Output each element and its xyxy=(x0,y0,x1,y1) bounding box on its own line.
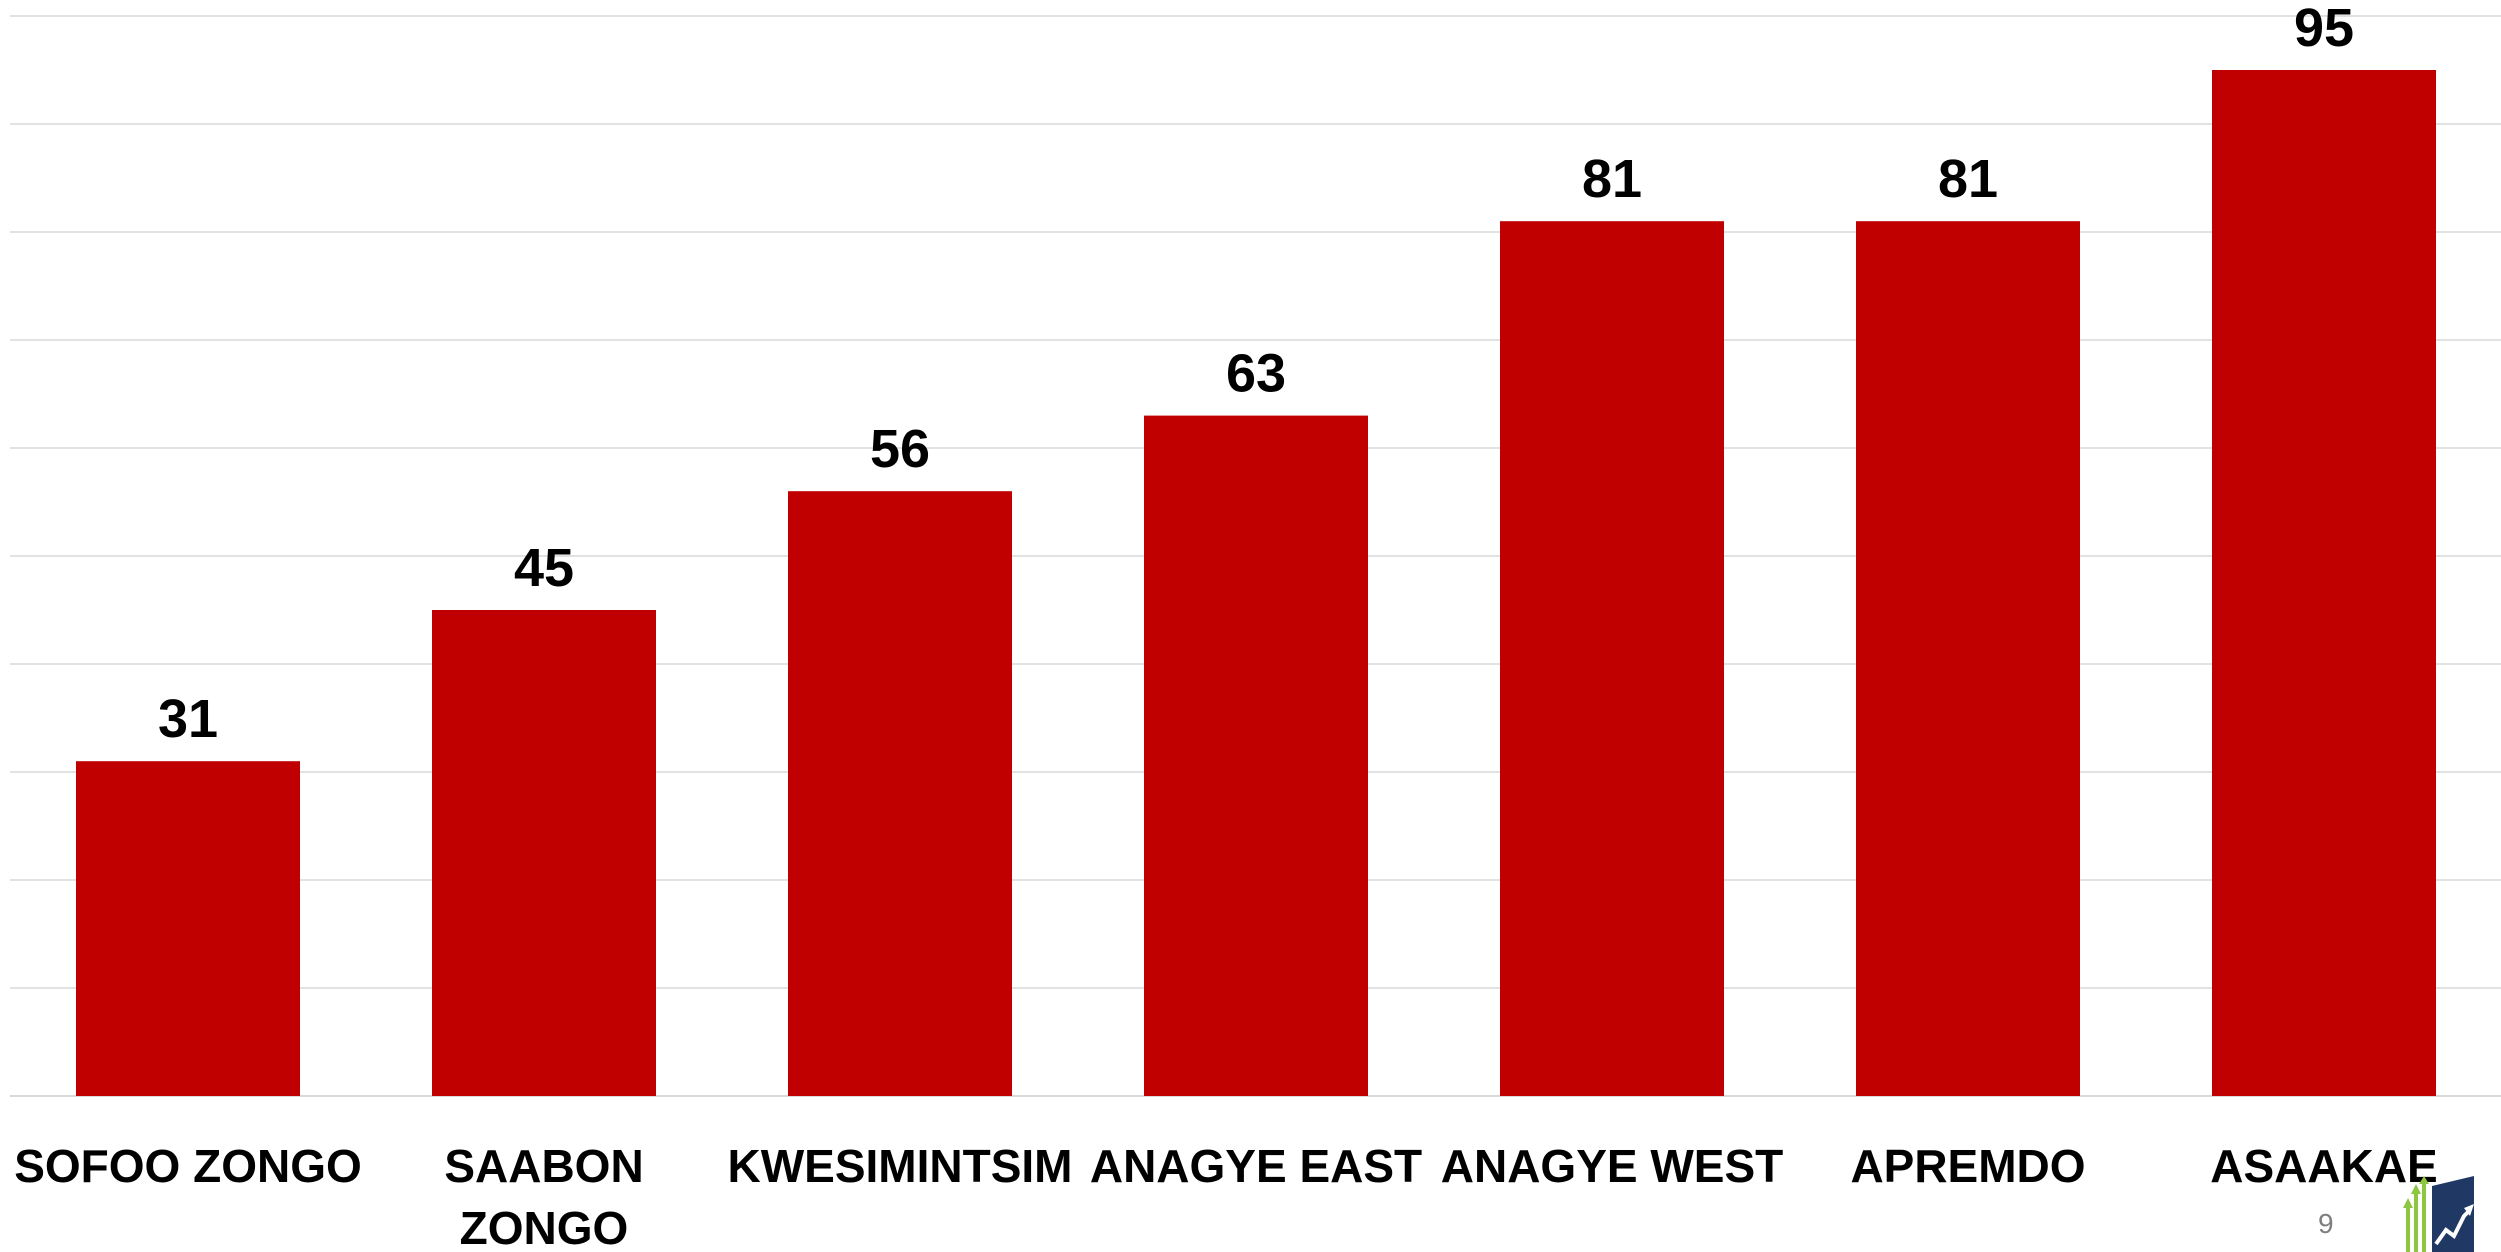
data-label: 45 xyxy=(514,538,574,598)
category-label: ASAAKAE xyxy=(2210,1140,2437,1192)
data-label: 63 xyxy=(1226,344,1286,404)
category-label: ANAGYE WEST xyxy=(1441,1140,1783,1192)
data-label: 81 xyxy=(1938,149,1998,209)
bar xyxy=(2212,70,2436,1096)
bar xyxy=(1144,415,1368,1097)
category-label: SOFOO ZONGO xyxy=(14,1140,362,1192)
page-number: 9 xyxy=(2318,1208,2334,1239)
data-label: 31 xyxy=(158,689,218,749)
bar xyxy=(788,491,1012,1096)
data-label: 81 xyxy=(1582,149,1642,209)
category-label: ANAGYE EAST xyxy=(1090,1140,1422,1192)
category-axis-labels: SOFOO ZONGO SAABON ZONGO KWESIMINTSIM ANAGYE… xyxy=(14,1140,2438,1252)
data-labels: 31 45 56 63 81 81 95 xyxy=(158,0,2354,749)
bar xyxy=(76,761,300,1096)
category-label: SAABON ZONGO xyxy=(444,1140,643,1252)
data-label: 56 xyxy=(870,419,930,479)
bar xyxy=(432,610,656,1096)
category-label: KWESIMINTSIM xyxy=(728,1140,1073,1192)
bars xyxy=(76,70,2436,1097)
data-label: 95 xyxy=(2294,0,2354,58)
growth-bars-chart-logo-icon xyxy=(2403,1176,2474,1252)
category-label: APREMDO xyxy=(1850,1140,2085,1192)
bar xyxy=(1856,221,2080,1096)
bar xyxy=(1500,221,1724,1096)
